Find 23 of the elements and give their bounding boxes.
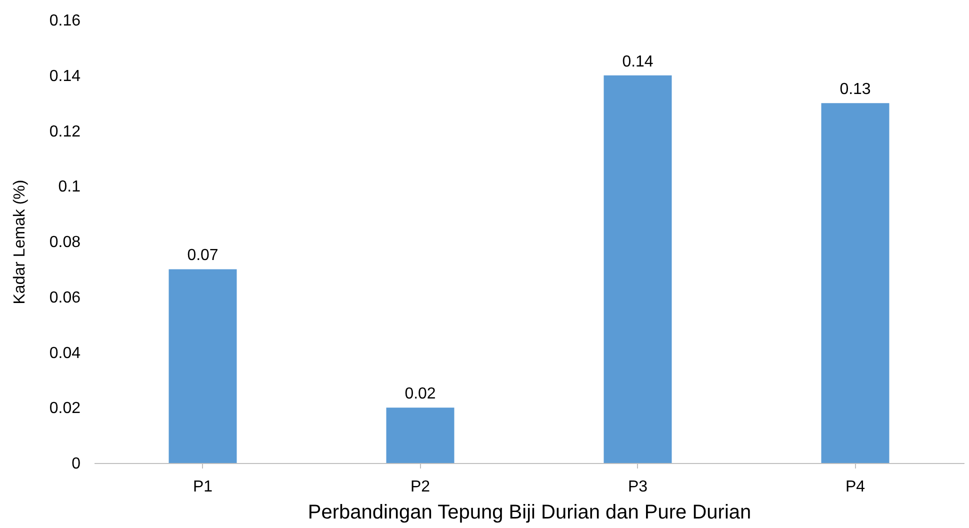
y-tick-label: 0.12	[49, 123, 81, 140]
x-tick-label: P3	[628, 478, 648, 496]
y-tick-label: 0.02	[49, 400, 81, 418]
y-axis-title: Kadar Lemak (%)	[11, 180, 28, 304]
x-tick-label: P2	[410, 478, 430, 496]
x-axis-title: Perbandingan Tepung Biji Durian dan Pure Durian	[308, 502, 752, 524]
data-label: 0.02	[404, 386, 436, 403]
data-label: 0.14	[622, 53, 654, 70]
y-tick-label: 0.06	[49, 289, 81, 306]
x-tick-label: P4	[845, 478, 866, 496]
x-tick-label: P1	[192, 478, 213, 496]
y-tick-label: 0.1	[58, 178, 81, 196]
bar	[168, 269, 237, 463]
y-tick-label: 0.04	[49, 344, 81, 362]
bar	[386, 408, 454, 463]
data-label: 0.07	[187, 247, 218, 264]
bar	[604, 75, 672, 463]
y-tick-label: 0	[72, 456, 81, 472]
y-tick-label: 0.16	[49, 12, 81, 30]
bar	[821, 103, 890, 463]
y-tick-label: 0.14	[49, 68, 81, 85]
y-tick-label: 0.08	[49, 234, 81, 251]
data-label: 0.13	[840, 81, 871, 98]
